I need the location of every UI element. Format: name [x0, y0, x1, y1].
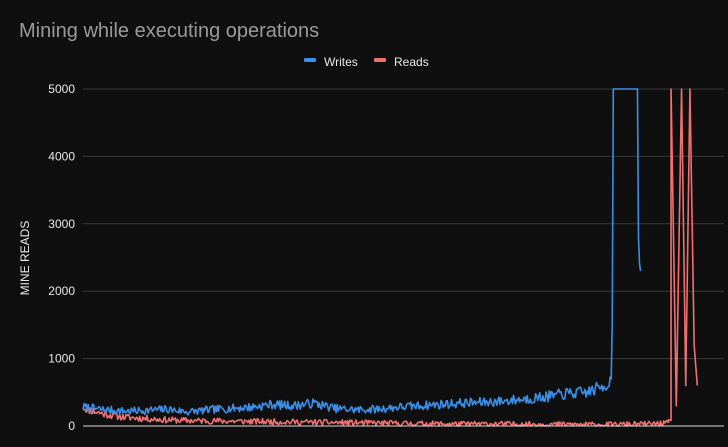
series-line-writes: [82, 88, 642, 416]
legend: Writes Reads: [304, 55, 429, 69]
y-tick-labels: 0 1000 2000 3000 4000 5000: [48, 82, 75, 433]
y-tick-label: 5000: [48, 82, 75, 96]
y-tick-label: 1000: [48, 352, 75, 366]
y-tick-label: 2000: [48, 284, 75, 298]
y-tick-label: 4000: [48, 149, 75, 163]
gridlines: [83, 88, 724, 360]
legend-swatch-writes: [304, 58, 316, 62]
legend-label-writes: Writes: [324, 55, 358, 69]
legend-swatch-reads: [374, 58, 386, 62]
chart-title: Mining while executing operations: [19, 20, 319, 42]
y-tick-label: 3000: [48, 217, 75, 231]
y-axis-label: MINE READS: [18, 221, 32, 296]
series-line-reads: [82, 88, 699, 427]
legend-label-reads: Reads: [394, 55, 429, 69]
y-tick-label: 0: [68, 419, 75, 433]
series-layer: [82, 88, 699, 427]
